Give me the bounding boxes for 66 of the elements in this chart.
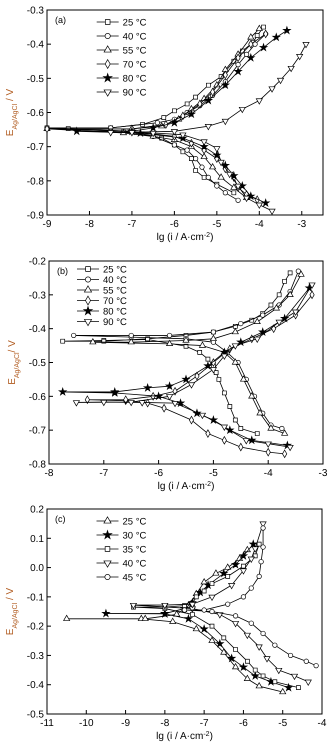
x-tick-label: -8	[44, 468, 54, 479]
legend-label: 40 °C	[122, 558, 147, 570]
legend-label: 80 °C	[122, 74, 147, 84]
legend-label: 45 °C	[122, 572, 147, 584]
y-tick-label: -0.8	[26, 176, 44, 188]
x-tick-label: -4	[254, 219, 264, 230]
y-tick-label: -0.5	[26, 74, 44, 85]
legend-label: 25 °C	[122, 516, 147, 528]
y-tick-label: -0.7	[28, 426, 46, 437]
y-tick-label: -0.3	[26, 6, 44, 16]
y-tick-label: -0.9	[26, 210, 44, 222]
x-tick-label: -7	[99, 468, 109, 479]
legend-label: 80 °C	[103, 306, 128, 318]
x-tick-label: -7	[200, 718, 210, 729]
legend-label: 55 °C	[103, 286, 128, 296]
x-tick-label: -6	[170, 219, 180, 230]
legend-label: 40 °C	[103, 275, 128, 286]
x-axis-title: lg (i / A·cm$^{-2}$)	[156, 232, 214, 243]
legend-label: 90 °C	[103, 317, 128, 328]
x-tick-label: -8	[85, 219, 94, 230]
x-axis-title: lg (i / A·cm$^{-2}$)	[158, 480, 214, 492]
y-tick-label: -0.3	[28, 290, 46, 302]
x-tick-label: -11	[40, 718, 54, 729]
x-tick-label: -7	[127, 219, 137, 230]
x-tick-label: -9	[42, 219, 52, 230]
x-tick-label: -4	[264, 468, 274, 479]
x-tick-label: -5	[212, 219, 222, 230]
legend-label: 30 °C	[122, 530, 147, 542]
y-tick-label: -0.7	[26, 142, 44, 154]
legend-label: 55 °C	[122, 46, 147, 56]
x-tick-label: -3	[318, 468, 328, 479]
y-tick-label: -0.4	[26, 40, 44, 51]
legend-label: 25 °C	[103, 264, 128, 276]
y-tick-label: 0.1	[30, 534, 44, 545]
x-tick-label: -6	[238, 718, 248, 729]
legend-label: 40 °C	[122, 32, 147, 42]
x-tick-label: -8	[160, 718, 170, 729]
annotation: (c)	[55, 514, 66, 524]
y-tick-label: -0.5	[26, 710, 44, 720]
y-tick-label: -0.8	[28, 460, 46, 470]
legend-label: 70 °C	[103, 296, 128, 307]
x-tick-label: -6	[154, 468, 164, 479]
y-tick-label: 0.2	[30, 504, 44, 516]
y-tick-label: -0.4	[28, 324, 46, 336]
y-tick-label: -0.1	[26, 592, 44, 604]
annotation: (b)	[57, 266, 68, 276]
annotation: (a)	[55, 15, 66, 25]
x-tick-label: -5	[278, 718, 288, 729]
legend-label: 35 °C	[122, 544, 147, 556]
x-tick-label: -5	[208, 468, 218, 479]
legend-label: 90 °C	[122, 88, 147, 98]
legend-label: 25 °C	[122, 18, 147, 28]
x-tick-label: -10	[79, 718, 94, 729]
y-tick-label: -0.6	[28, 392, 46, 403]
y-tick-label: 0.0	[30, 563, 44, 574]
x-tick-label: -9	[121, 718, 130, 729]
y-tick-label: -0.5	[28, 358, 46, 369]
x-tick-label: -3	[297, 219, 307, 230]
y-tick-label: -0.4	[26, 680, 44, 692]
y-tick-label: -0.2	[28, 256, 46, 268]
y-tick-label: -0.3	[26, 650, 44, 662]
x-axis-title: lg (i / A·cm$^{-2}$)	[156, 730, 213, 742]
x-tick-label: -4	[318, 718, 327, 729]
y-tick-label: -0.2	[26, 622, 44, 633]
legend-label: 70 °C	[122, 60, 147, 70]
y-tick-label: -0.6	[26, 108, 44, 119]
